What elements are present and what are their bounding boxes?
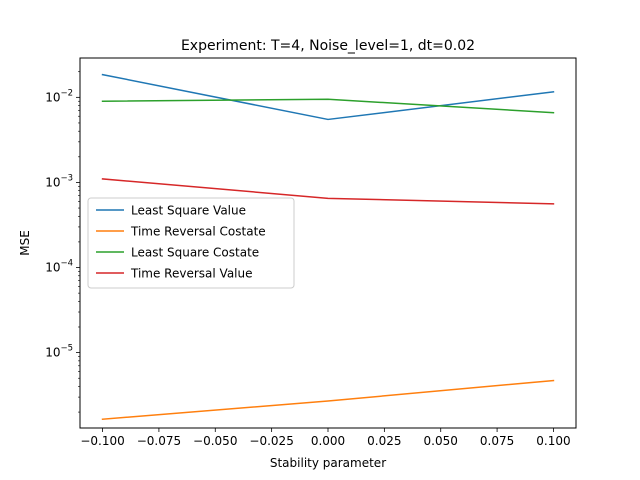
x-tick-label: 0.050 xyxy=(424,434,458,448)
x-tick-label: 0.000 xyxy=(311,434,345,448)
x-tick-label: −0.025 xyxy=(249,434,293,448)
series-layer xyxy=(101,73,555,420)
y-tick-label: 10−2 xyxy=(45,88,73,104)
y-tick-exponent: −4 xyxy=(60,259,73,269)
series-line-1 xyxy=(101,379,555,420)
legend-label: Time Reversal Costate xyxy=(130,225,266,239)
axes-layer: −0.100 −0.075 −0.050 −0.025 0.000 0.025 0.050 0… xyxy=(45,71,571,448)
y-tick-base: 10 xyxy=(45,90,60,104)
y-tick-base: 10 xyxy=(45,175,60,189)
y-tick-base: 10 xyxy=(45,346,60,360)
series-line-3 xyxy=(101,178,555,205)
legend: Least Square Value Time Reversal Costate L… xyxy=(87,197,295,289)
y-tick-label: 10−3 xyxy=(45,173,73,189)
x-tick-label: 0.075 xyxy=(480,434,514,448)
x-tick-label: −0.075 xyxy=(137,434,181,448)
legend-label: Time Reversal Value xyxy=(130,267,253,281)
y-tick-exponent: −2 xyxy=(60,88,73,98)
legend-label: Least Square Costate xyxy=(131,246,259,260)
y-tick-label: 10−4 xyxy=(45,259,73,275)
y-axis-label: MSE xyxy=(18,230,32,256)
x-tick-label: −0.100 xyxy=(80,434,124,448)
x-tick-label: −0.050 xyxy=(193,434,237,448)
legend-label: Least Square Value xyxy=(131,204,246,218)
y-tick-exponent: −3 xyxy=(60,173,73,183)
chart-title: Experiment: T=4, Noise_level=1, dt=0.02 xyxy=(181,38,475,54)
x-tick-label: 0.100 xyxy=(536,434,570,448)
series-line-0 xyxy=(101,73,555,121)
y-tick-exponent: −5 xyxy=(60,344,73,354)
y-tick-label: 10−5 xyxy=(45,344,73,360)
legend-box xyxy=(87,197,295,289)
x-axis-label: Stability parameter xyxy=(270,456,386,470)
series-line-2 xyxy=(101,98,555,114)
x-tick-label: 0.025 xyxy=(367,434,401,448)
y-tick-base: 10 xyxy=(45,261,60,275)
plot-frame xyxy=(79,57,577,429)
